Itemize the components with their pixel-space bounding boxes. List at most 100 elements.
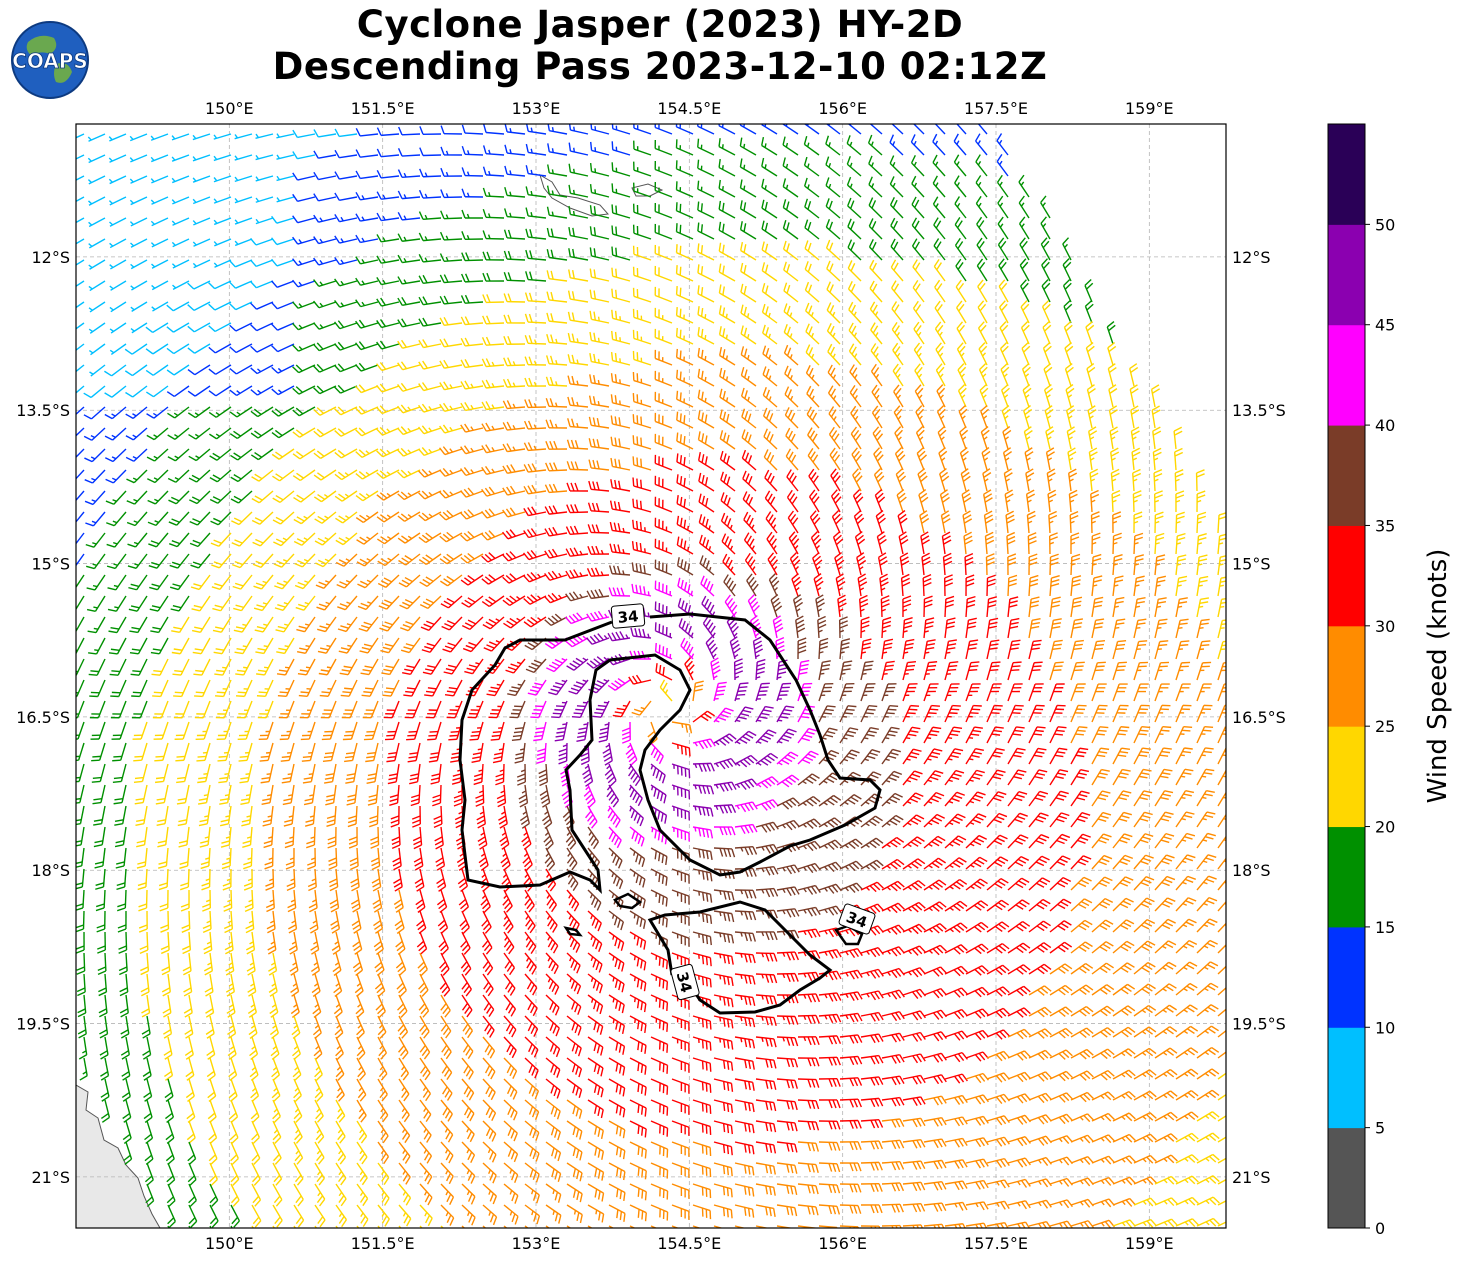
wind-barb: [676, 411, 694, 429]
lat-tick-left: 13.5°S: [16, 401, 70, 420]
wind-barb: [718, 200, 736, 219]
wind-barb: [632, 456, 652, 471]
wind-barb: [87, 175, 106, 185]
wind-barb: [782, 178, 799, 198]
wind-barb: [482, 230, 505, 240]
title-line-1: Cyclone Jasper (2023) HY-2D: [356, 3, 964, 46]
wind-barb: [872, 426, 884, 450]
wind-barb: [255, 217, 274, 225]
wind-barb: [460, 273, 484, 283]
wind-barb: [334, 406, 358, 416]
lat-tick-right: 21°S: [1232, 1168, 1271, 1187]
wind-barb: [718, 179, 736, 198]
wind-barb: [782, 240, 799, 261]
wind-barb: [546, 185, 568, 198]
lon-tick-bottom: 151.5°E: [351, 1234, 415, 1253]
wind-barb: [934, 279, 946, 303]
wind-barb: [209, 490, 232, 504]
wind-barb: [568, 248, 589, 261]
wind-barb: [954, 237, 967, 261]
wind-barb: [460, 380, 484, 390]
wind-barb: [502, 400, 526, 410]
wind-barb: [76, 133, 85, 139]
wind-barb: [419, 168, 442, 178]
wind-barb: [632, 350, 652, 366]
wind-barb: [130, 301, 148, 312]
wind-barb: [229, 343, 253, 354]
wind-barb: [108, 175, 127, 185]
wind-barb: [334, 192, 358, 202]
wind-barb: [292, 279, 316, 288]
wind-barb: [105, 469, 127, 484]
wind-barb: [524, 313, 547, 324]
wind-barb: [697, 264, 715, 282]
wind-barb: [129, 175, 148, 184]
wind-barb: [827, 385, 841, 408]
wind-barb: [785, 448, 799, 471]
wind-barb: [1040, 216, 1051, 240]
wind-barb: [611, 204, 631, 219]
wind-barb: [130, 259, 148, 270]
wind-barb: [292, 236, 316, 245]
wind-barb: [334, 299, 358, 308]
wind-barb: [610, 457, 631, 471]
wind-barb: [676, 390, 694, 408]
wind-barb: [568, 205, 589, 219]
wind-barb: [654, 160, 673, 177]
wind-barb: [697, 389, 715, 408]
wind-barb: [439, 253, 463, 262]
wind-barb: [168, 490, 190, 505]
wind-barb: [1020, 321, 1030, 345]
wind-barb: [87, 133, 106, 142]
wind-barb: [1107, 342, 1117, 366]
wind-barb: [762, 387, 778, 408]
wind-barb: [762, 345, 778, 366]
lat-tick-right: 18°S: [1232, 861, 1271, 880]
wind-barb: [334, 278, 358, 287]
wind-barb: [1084, 279, 1094, 303]
wind-barb: [675, 348, 694, 366]
wind-barb: [525, 165, 547, 177]
wind-barb: [272, 1225, 276, 1228]
wind-barb: [1064, 341, 1074, 366]
wind-barb: [675, 286, 694, 303]
wind-barb: [782, 136, 799, 156]
wind-barb: [1109, 426, 1119, 450]
wind-barb: [846, 135, 862, 156]
wind-barb: [1063, 321, 1073, 345]
wind-barb: [88, 343, 106, 356]
wind-barb: [1084, 300, 1094, 324]
wind-barb: [590, 141, 610, 156]
wind-barb: [783, 261, 799, 282]
wind-barb: [460, 402, 484, 412]
wind-barb: [902, 1224, 924, 1228]
wind-barb: [567, 354, 589, 366]
wind-barb: [171, 196, 190, 205]
wind-barb: [524, 292, 547, 303]
wind-barb: [633, 140, 652, 156]
wind-barb: [355, 191, 379, 201]
wind-barb: [935, 363, 946, 387]
wind-barb: [848, 343, 862, 366]
wind-barb: [849, 364, 862, 387]
wind-barb: [1040, 195, 1051, 219]
wind-barb: [718, 305, 736, 324]
wind-barb: [1151, 405, 1161, 429]
wind-barb: [229, 322, 253, 332]
wind-barb: [292, 172, 316, 181]
wind-barb: [957, 384, 967, 408]
wind-barb: [739, 200, 757, 219]
lat-tick-left: 16.5°S: [16, 708, 70, 727]
wind-barb: [954, 175, 967, 198]
wind-barb: [376, 276, 400, 286]
wind-barb: [292, 322, 316, 331]
wind-barb: [483, 124, 505, 135]
wind-barb: [761, 262, 778, 282]
wind-barb: [482, 208, 505, 219]
wind-barb: [145, 343, 169, 355]
wind-barb: [588, 416, 610, 429]
lon-tick-top: 150°E: [205, 99, 254, 118]
wind-barb: [785, 427, 799, 450]
wind-barb: [188, 427, 211, 440]
wind-barb: [271, 237, 295, 246]
